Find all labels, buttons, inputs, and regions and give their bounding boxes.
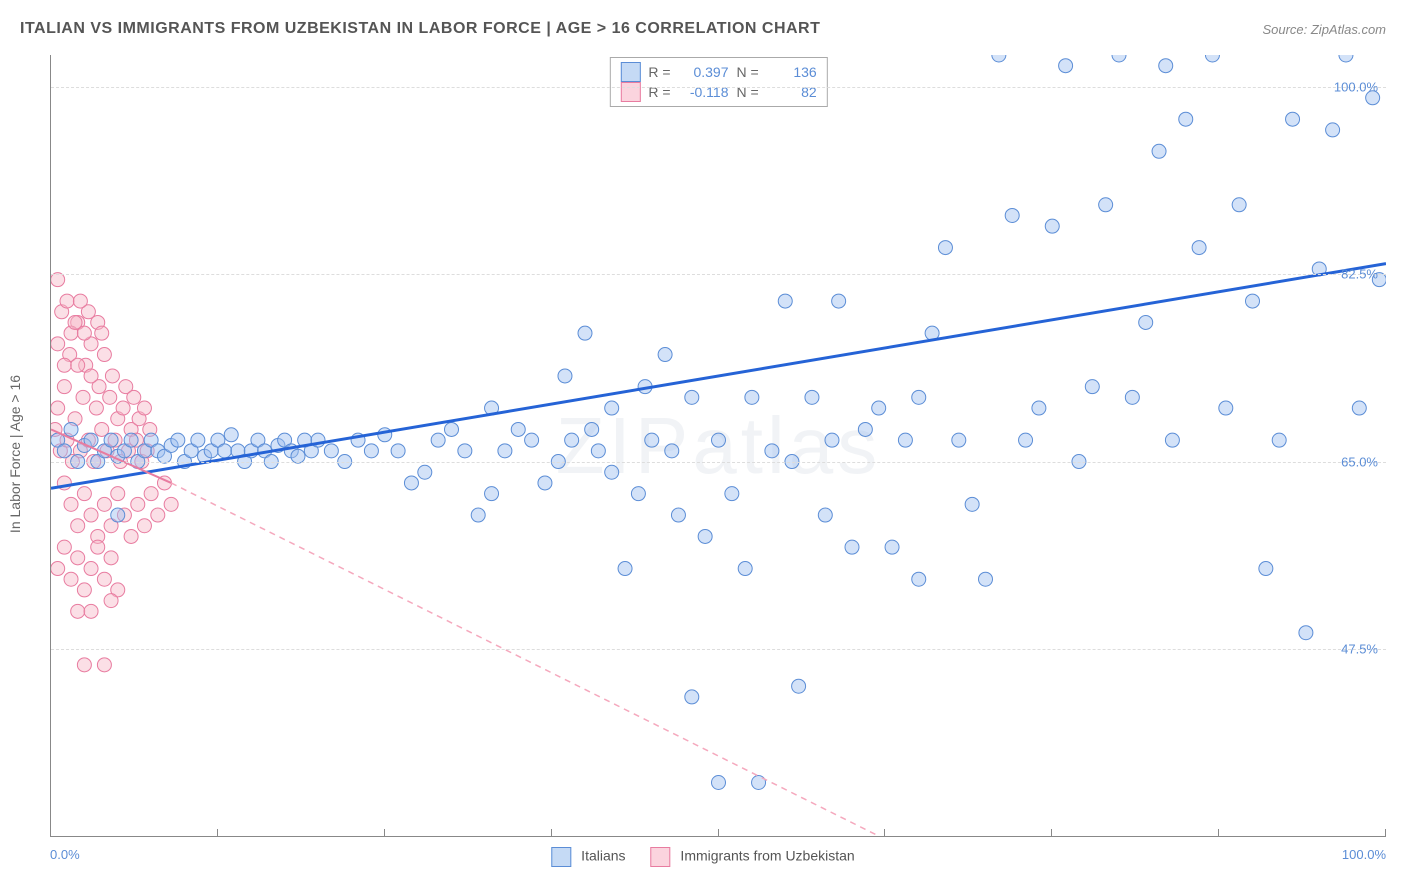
header: ITALIAN VS IMMIGRANTS FROM UZBEKISTAN IN… [20,20,1386,38]
stat-row-uzbek: R = -0.118 N = 82 [620,82,816,102]
x-tick-left: 0.0% [50,847,80,862]
legend-swatch-blue [551,847,571,867]
r-label: R = [648,64,670,80]
chart-title: ITALIAN VS IMMIGRANTS FROM UZBEKISTAN IN… [20,20,820,38]
correlation-stats-box: R = 0.397 N = 136 R = -0.118 N = 82 [609,57,827,107]
legend-label-blue: Italians [581,848,625,864]
scatter-svg [51,55,1386,836]
n-value-blue: 136 [767,64,817,80]
legend-italians: Italians [551,847,625,867]
legend-swatch-pink [651,847,671,867]
swatch-pink [620,82,640,102]
n-label: N = [737,64,759,80]
y-axis-label: In Labor Force | Age > 16 [7,375,23,533]
legend-uzbek: Immigrants from Uzbekistan [651,847,855,867]
chart-container: ITALIAN VS IMMIGRANTS FROM UZBEKISTAN IN… [0,0,1406,892]
source-text: Source: ZipAtlas.com [1262,22,1386,37]
footer-legend: Italians Immigrants from Uzbekistan [551,847,854,867]
stat-row-italians: R = 0.397 N = 136 [620,62,816,82]
r-value-blue: 0.397 [679,64,729,80]
plot-area: ZIPatlas R = 0.397 N = 136 R = -0.118 N … [50,55,1386,837]
legend-label-pink: Immigrants from Uzbekistan [680,848,854,864]
swatch-blue [620,62,640,82]
x-tick-right: 100.0% [1342,847,1386,862]
